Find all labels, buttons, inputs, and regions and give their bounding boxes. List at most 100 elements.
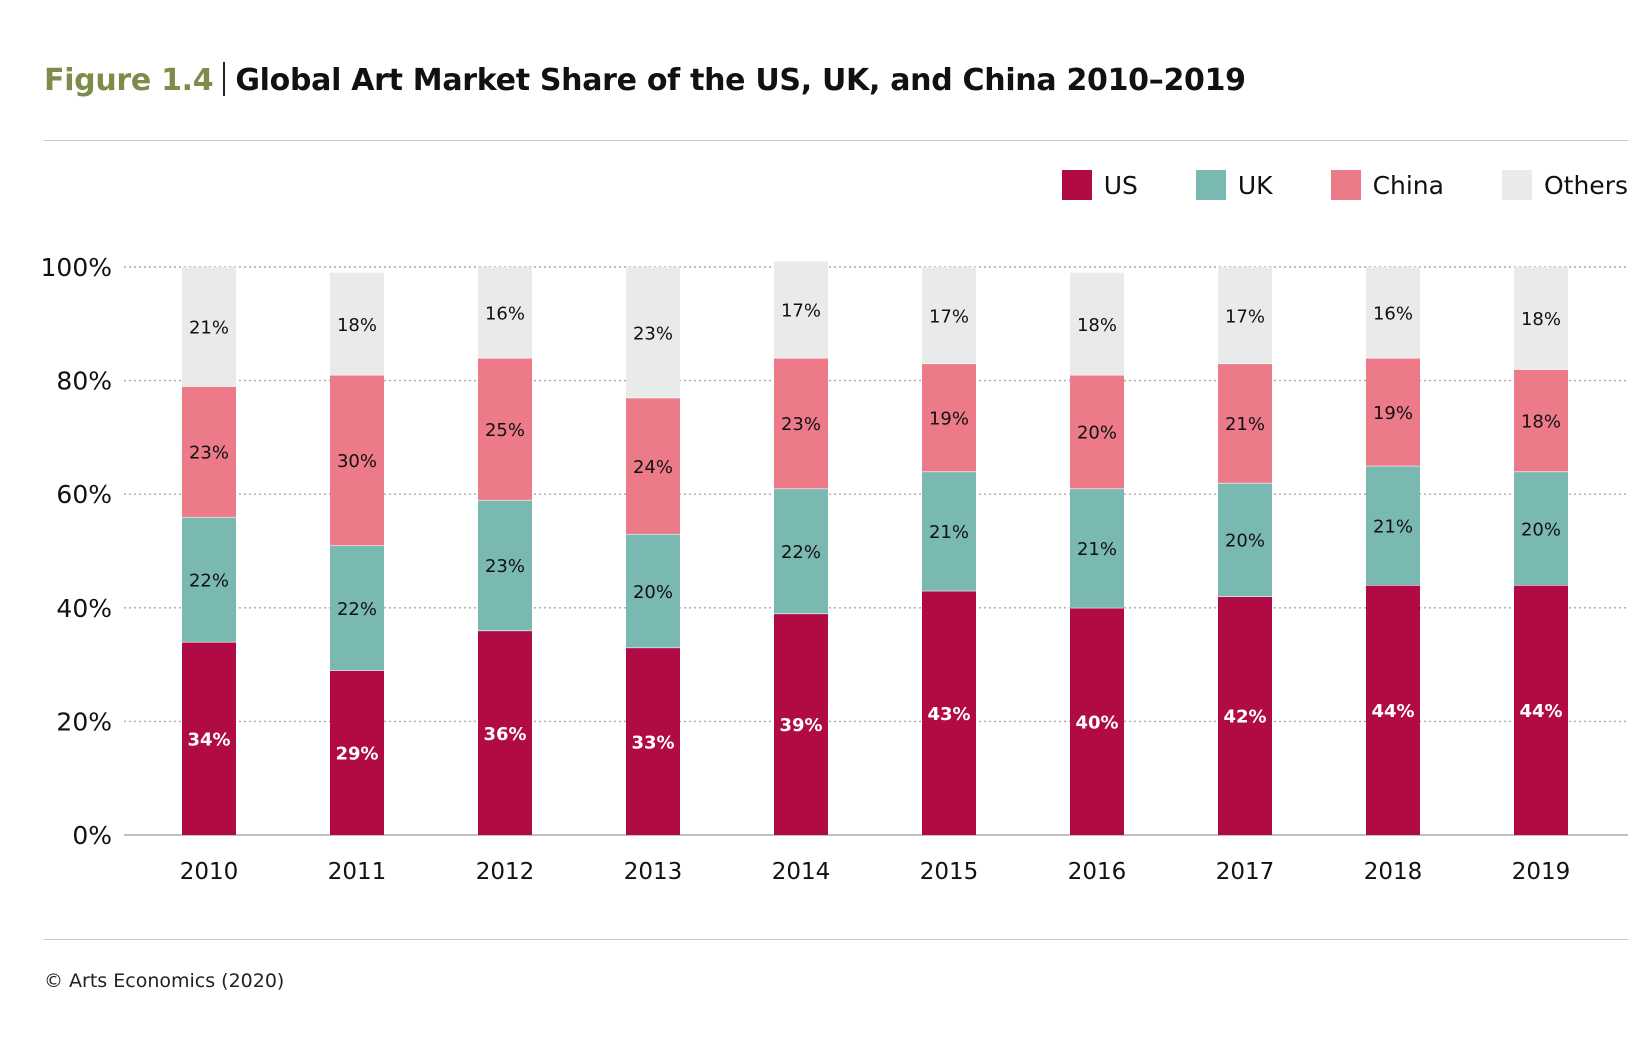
bar-segment-us	[330, 670, 384, 835]
bar-segment-uk	[330, 545, 384, 671]
y-tick-label: 100%	[41, 253, 112, 282]
x-tick-label: 2017	[1216, 859, 1275, 885]
legend-item-uk: UK	[1195, 170, 1273, 200]
bar-segment-others	[478, 267, 532, 358]
bar-segment-others	[774, 261, 828, 358]
bar-segment-uk	[922, 471, 976, 591]
bar-segment-uk	[626, 533, 680, 648]
bar-segment-us	[1366, 585, 1420, 835]
bar-segment-china	[1514, 369, 1568, 472]
chart-title: Global Art Market Share of the US, UK, a…	[235, 63, 1246, 98]
data-label: 44%	[1519, 701, 1562, 722]
data-label: 16%	[1373, 303, 1413, 324]
data-label: 20%	[1077, 423, 1117, 444]
y-tick-label: 40%	[56, 594, 112, 623]
data-label: 39%	[779, 715, 822, 736]
bottom-divider	[44, 939, 1628, 940]
bar-segment-us	[182, 641, 236, 835]
y-tick-label: 0%	[72, 821, 112, 850]
legend-label-us: US	[1103, 170, 1138, 200]
bar-segment-china	[626, 397, 680, 534]
x-tick-label: 2018	[1364, 859, 1423, 885]
data-label: 18%	[337, 315, 377, 336]
x-tick-label: 2015	[920, 859, 979, 885]
bar-segment-us	[478, 630, 532, 835]
data-label: 44%	[1371, 701, 1414, 722]
data-label: 21%	[189, 318, 229, 339]
bar-segment-china	[922, 363, 976, 472]
legend-swatch-us	[1061, 170, 1092, 200]
legend-swatch-uk	[1195, 170, 1226, 200]
data-label: 21%	[1373, 516, 1413, 537]
bar-segment-uk	[1070, 488, 1124, 608]
top-divider	[44, 140, 1628, 141]
data-label: 22%	[781, 542, 821, 563]
bar-segment-us	[626, 647, 680, 835]
data-label: 23%	[633, 323, 673, 344]
data-label: 20%	[633, 582, 673, 603]
data-label: 21%	[929, 522, 969, 543]
data-label: 43%	[927, 704, 970, 725]
x-tick-label: 2014	[772, 859, 831, 885]
bar-segment-us	[1514, 585, 1568, 835]
figure-label: Figure 1.4	[44, 63, 214, 98]
bar-segment-uk	[182, 516, 236, 642]
data-label: 30%	[337, 451, 377, 472]
bar-segment-uk	[774, 488, 828, 614]
data-label: 21%	[1225, 414, 1265, 435]
data-label: 29%	[335, 744, 378, 765]
data-label: 23%	[189, 443, 229, 464]
bar-segment-uk	[478, 499, 532, 631]
data-label: 17%	[781, 301, 821, 322]
bar-segment-others	[1366, 267, 1420, 358]
data-label: 20%	[1225, 531, 1265, 552]
data-label: 42%	[1223, 707, 1266, 728]
y-tick-label: 60%	[56, 480, 112, 509]
bar-segment-others	[626, 267, 680, 398]
legend-item-us: US	[1061, 170, 1138, 200]
bar-segment-china	[1070, 374, 1124, 489]
bar-segment-uk	[1218, 482, 1272, 597]
data-label: 24%	[633, 457, 673, 478]
bar-segment-us	[1218, 596, 1272, 835]
title-separator	[223, 62, 226, 96]
x-tick-label: 2013	[624, 859, 683, 885]
bar-segment-china	[774, 357, 828, 489]
y-tick-label: 20%	[56, 707, 112, 736]
bar-segment-others	[330, 272, 384, 375]
bar-segment-us	[922, 590, 976, 835]
legend-swatch-others	[1501, 170, 1532, 200]
data-label: 23%	[485, 556, 525, 577]
data-label: 16%	[485, 303, 525, 324]
chart-legend: US UK China Others	[1061, 170, 1628, 200]
chart-title-row: Figure 1.4 Global Art Market Share of the…	[44, 62, 1246, 98]
data-label: 19%	[1373, 403, 1413, 424]
bar-segment-uk	[1514, 471, 1568, 586]
legend-label-others: Others	[1543, 170, 1628, 200]
bar-segment-us	[774, 613, 828, 835]
legend-label-uk: UK	[1237, 170, 1273, 200]
data-label: 17%	[929, 306, 969, 327]
x-tick-label: 2016	[1068, 859, 1127, 885]
bar-segment-china	[1366, 357, 1420, 466]
data-label: 19%	[929, 409, 969, 430]
bar-segment-uk	[1366, 465, 1420, 586]
bar-segment-others	[1218, 267, 1272, 364]
bar-segment-china	[182, 386, 236, 517]
data-label: 18%	[1521, 309, 1561, 330]
x-tick-label: 2011	[328, 859, 387, 885]
y-tick-label: 80%	[56, 367, 112, 396]
bar-segment-us	[1070, 607, 1124, 835]
data-label: 33%	[631, 732, 674, 753]
data-label: 23%	[781, 414, 821, 435]
data-label: 18%	[1077, 315, 1117, 336]
bar-segment-others	[182, 267, 236, 387]
legend-swatch-china	[1330, 170, 1361, 200]
data-label: 18%	[1521, 411, 1561, 432]
data-label: 36%	[483, 724, 526, 745]
bar-segment-china	[330, 374, 384, 546]
data-label: 20%	[1521, 519, 1561, 540]
x-tick-label: 2012	[476, 859, 535, 885]
bar-segment-others	[1514, 267, 1568, 370]
